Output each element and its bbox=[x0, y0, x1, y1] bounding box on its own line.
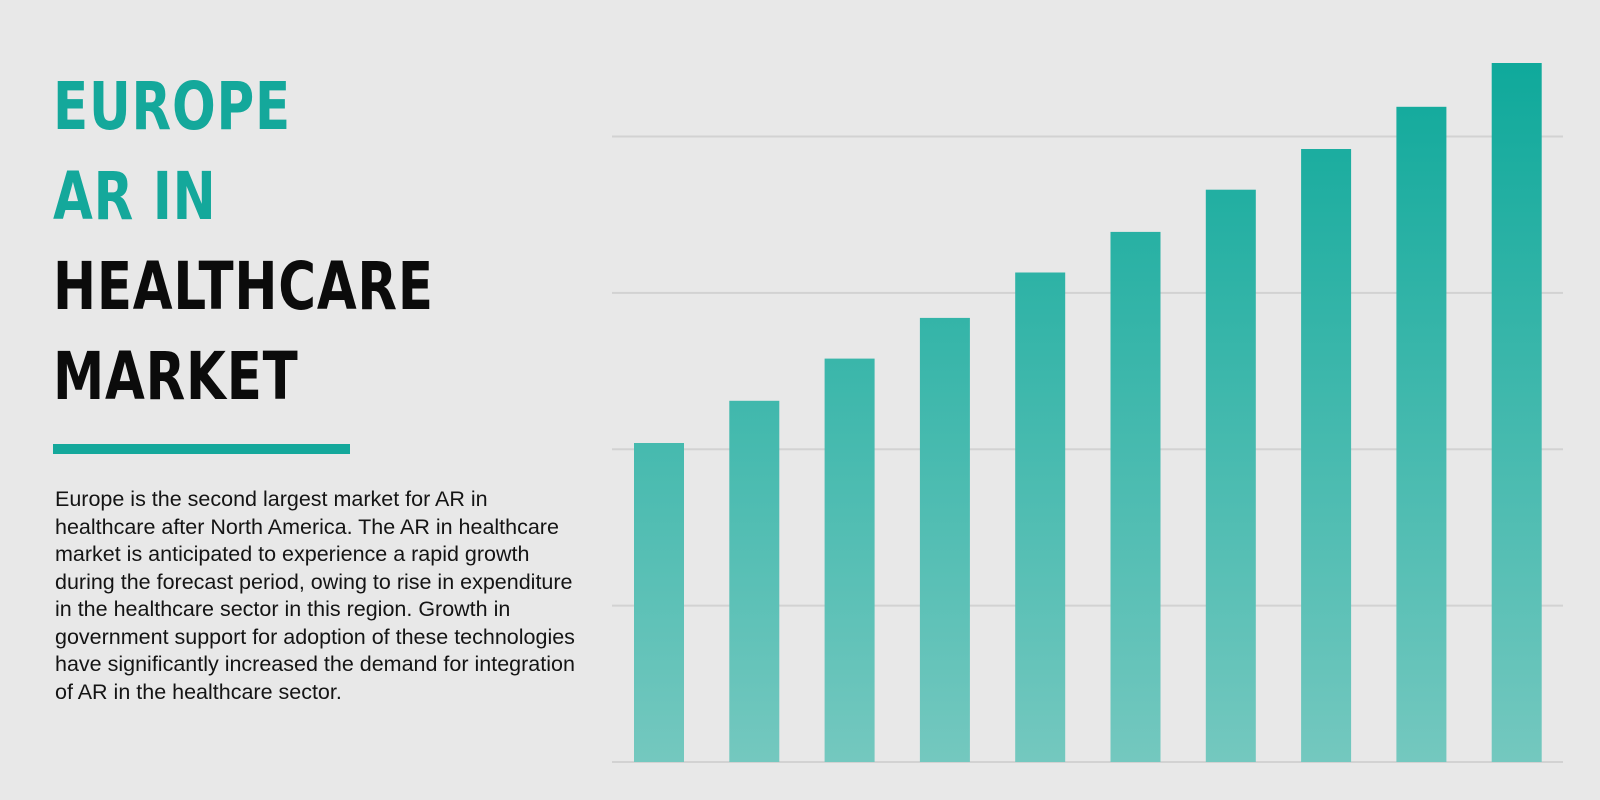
bar-4 bbox=[919, 317, 970, 762]
chart-title: EUROPE AR IN HEALTHCARE MARKET bbox=[53, 62, 473, 422]
bar-3 bbox=[824, 358, 875, 762]
bar-9 bbox=[1396, 106, 1447, 763]
bar-1 bbox=[634, 443, 684, 762]
bar-10 bbox=[1491, 63, 1542, 762]
description-text: Europe is the second largest market for … bbox=[55, 487, 575, 704]
title-line-healthcare: HEALTHCARE bbox=[53, 248, 434, 325]
title-line-ar-in: AR IN bbox=[53, 158, 217, 235]
bar-7 bbox=[1205, 189, 1256, 762]
title-underline bbox=[53, 444, 350, 454]
bar-8 bbox=[1301, 149, 1352, 762]
title-line-europe: EUROPE bbox=[53, 68, 291, 145]
title-line-market: MARKET bbox=[53, 338, 299, 415]
bar-5 bbox=[1015, 272, 1066, 762]
bar-2 bbox=[729, 400, 780, 762]
bar-6 bbox=[1110, 231, 1161, 762]
